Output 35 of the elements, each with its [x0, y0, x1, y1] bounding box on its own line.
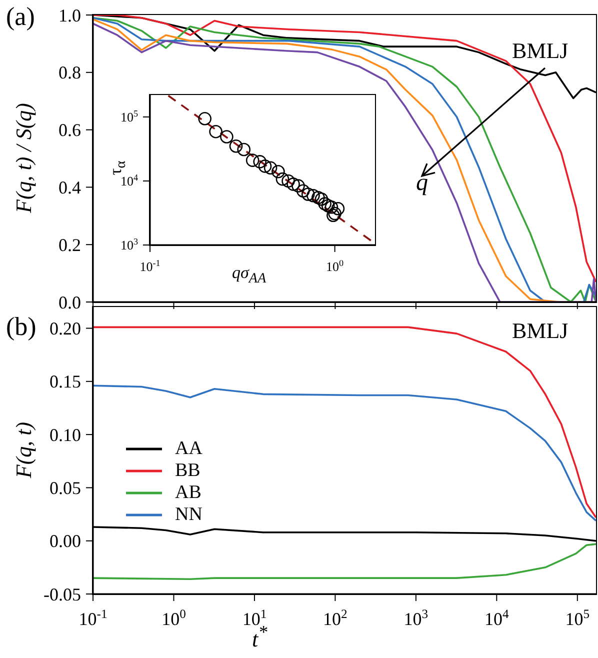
annotation: BMLJ	[512, 318, 568, 344]
y-tick-label: 10$^{5}$	[120, 108, 138, 124]
y-tick-label: 0.10	[50, 424, 81, 445]
y-tick-label: 0.20	[50, 318, 81, 339]
y-tick-label: 0.8	[58, 62, 81, 83]
text: (b)	[6, 312, 36, 342]
x-tick-label: 10$^{5}$	[565, 607, 590, 629]
y-tick-label: 0.4	[58, 178, 81, 198]
annotation: BMLJ	[512, 38, 568, 64]
y-tick-label: 0.6	[58, 120, 81, 140]
legend-label: NN	[175, 504, 202, 526]
y-tick-label: 0.15	[50, 372, 81, 392]
x-tick-label: 10$^{0}$	[326, 258, 344, 274]
annotation: q	[416, 170, 428, 197]
legend-label: BB	[175, 460, 200, 482]
y-tick-label: 10$^{3}$	[120, 236, 138, 253]
text: (a)	[6, 2, 35, 32]
y-axis-title: F(q, t)	[11, 422, 37, 478]
x-axis-title: qσ$_{AA}$	[232, 263, 266, 288]
legend-label: AA	[175, 438, 202, 460]
y-axis-title: F(q, t) / S(q)	[11, 103, 37, 213]
y-tick-label: 0.05	[50, 478, 81, 498]
y-tick-label: 1.0	[58, 5, 81, 26]
x-tick-label: 10$^{0}$	[162, 607, 186, 629]
x-tick-label: 10$^{3}$	[404, 607, 428, 629]
x-tick-label: 10$^{-1}$	[78, 607, 108, 629]
x-tick-label: 10$^{2}$	[323, 607, 348, 629]
x-tick-label: 10$^{4}$	[484, 607, 510, 629]
y-tick-label: 0.0	[58, 292, 81, 312]
y-tick-label: 0.00	[50, 531, 81, 552]
x-tick-label: 10$^{-1}$	[140, 258, 160, 274]
y-tick-label: 10$^{4}$	[120, 172, 138, 189]
y-tick-label: 0.2	[58, 234, 81, 255]
legend-label: AB	[175, 482, 202, 504]
y-tick-label: -0.05	[44, 584, 81, 604]
